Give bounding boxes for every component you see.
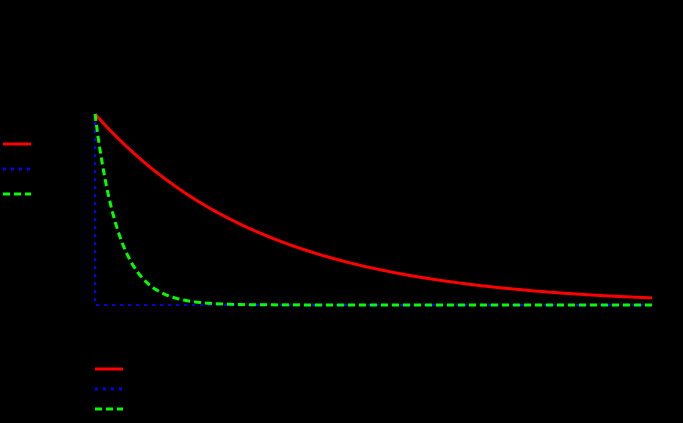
- series-line-dashed: [93, 113, 652, 307]
- series-line-solid: [93, 112, 653, 300]
- series-line-dotted: [94, 114, 652, 306]
